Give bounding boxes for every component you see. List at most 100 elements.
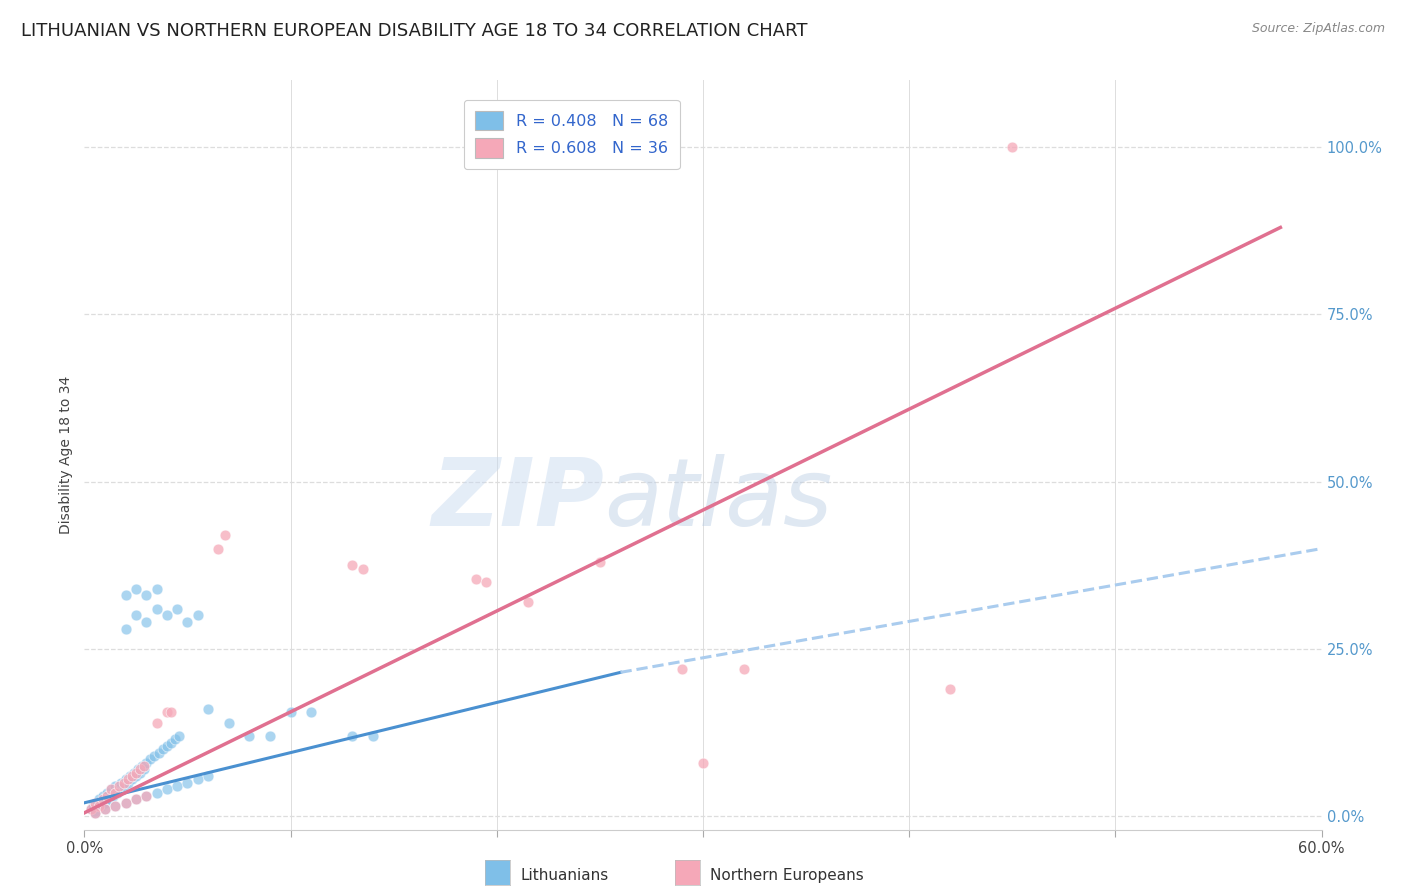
Point	[207, 541, 229, 556]
Point	[129, 765, 152, 780]
Y-axis label: Disability Age 18 to 34: Disability Age 18 to 34	[59, 376, 73, 534]
Point	[114, 622, 136, 636]
Point	[127, 762, 149, 776]
Point	[110, 776, 132, 790]
Point	[87, 792, 110, 806]
Point	[91, 792, 114, 806]
Point	[135, 789, 157, 804]
Point	[156, 706, 179, 720]
Point	[352, 562, 374, 576]
Point	[96, 786, 118, 800]
Point	[114, 589, 136, 603]
Point	[465, 572, 488, 586]
Point	[83, 805, 105, 820]
Point	[156, 739, 179, 753]
Point	[125, 608, 148, 623]
Point	[104, 799, 127, 814]
Point	[165, 732, 187, 747]
Text: Source: ZipAtlas.com: Source: ZipAtlas.com	[1251, 22, 1385, 36]
Point	[1001, 140, 1024, 154]
Point	[187, 772, 209, 787]
Point	[342, 558, 364, 573]
Point	[135, 756, 157, 770]
Point	[108, 782, 131, 797]
Point	[125, 792, 148, 806]
Text: Northern Europeans: Northern Europeans	[710, 869, 863, 883]
Point	[100, 782, 122, 797]
Point	[94, 803, 117, 817]
Point	[103, 789, 125, 804]
Point	[152, 742, 174, 756]
Text: LITHUANIAN VS NORTHERN EUROPEAN DISABILITY AGE 18 TO 34 CORRELATION CHART: LITHUANIAN VS NORTHERN EUROPEAN DISABILI…	[21, 22, 807, 40]
Point	[361, 729, 384, 743]
Point	[238, 729, 260, 743]
Point	[692, 756, 714, 770]
Point	[83, 805, 105, 820]
Point	[134, 759, 156, 773]
Point	[214, 528, 236, 542]
Point	[117, 772, 139, 787]
Point	[176, 615, 198, 630]
Point	[96, 789, 118, 804]
Point	[125, 582, 148, 596]
Point	[112, 779, 135, 793]
Point	[299, 706, 322, 720]
Point	[104, 786, 127, 800]
Point	[516, 595, 538, 609]
Text: atlas: atlas	[605, 454, 832, 545]
Point	[79, 803, 101, 817]
Point	[143, 749, 166, 764]
Point	[156, 608, 179, 623]
Point	[197, 702, 219, 716]
Point	[105, 786, 128, 800]
Point	[79, 803, 101, 817]
Point	[218, 715, 240, 730]
Point	[94, 803, 117, 817]
Point	[114, 796, 136, 810]
Point	[87, 799, 110, 814]
Point	[104, 799, 127, 814]
Text: ZIP: ZIP	[432, 454, 605, 546]
Point	[671, 662, 693, 676]
Point	[259, 729, 281, 743]
Point	[122, 765, 145, 780]
Point	[145, 582, 167, 596]
Point	[131, 759, 153, 773]
Point	[121, 772, 143, 787]
Point	[733, 662, 755, 676]
Point	[160, 706, 183, 720]
Point	[939, 682, 962, 697]
Point	[187, 608, 209, 623]
Point	[342, 729, 364, 743]
Point	[145, 786, 167, 800]
Point	[125, 769, 148, 783]
Point	[108, 779, 131, 793]
Point	[86, 796, 108, 810]
Point	[112, 776, 135, 790]
Point	[125, 765, 148, 780]
Point	[94, 796, 117, 810]
Point	[114, 772, 136, 787]
Point	[90, 799, 112, 814]
Point	[82, 799, 104, 814]
Point	[100, 782, 122, 797]
Point	[139, 752, 162, 766]
Point	[176, 776, 198, 790]
Point	[167, 729, 190, 743]
Point	[114, 796, 136, 810]
Point	[83, 796, 105, 810]
Point	[475, 575, 498, 590]
Point	[98, 792, 121, 806]
Text: Lithuanians: Lithuanians	[520, 869, 609, 883]
Point	[145, 602, 167, 616]
Point	[118, 769, 141, 783]
Point	[134, 762, 156, 776]
Point	[135, 789, 157, 804]
Point	[117, 776, 139, 790]
Point	[129, 762, 152, 776]
Point	[145, 715, 167, 730]
Point	[166, 779, 188, 793]
Point	[166, 602, 188, 616]
Point	[104, 779, 127, 793]
Point	[160, 735, 183, 749]
